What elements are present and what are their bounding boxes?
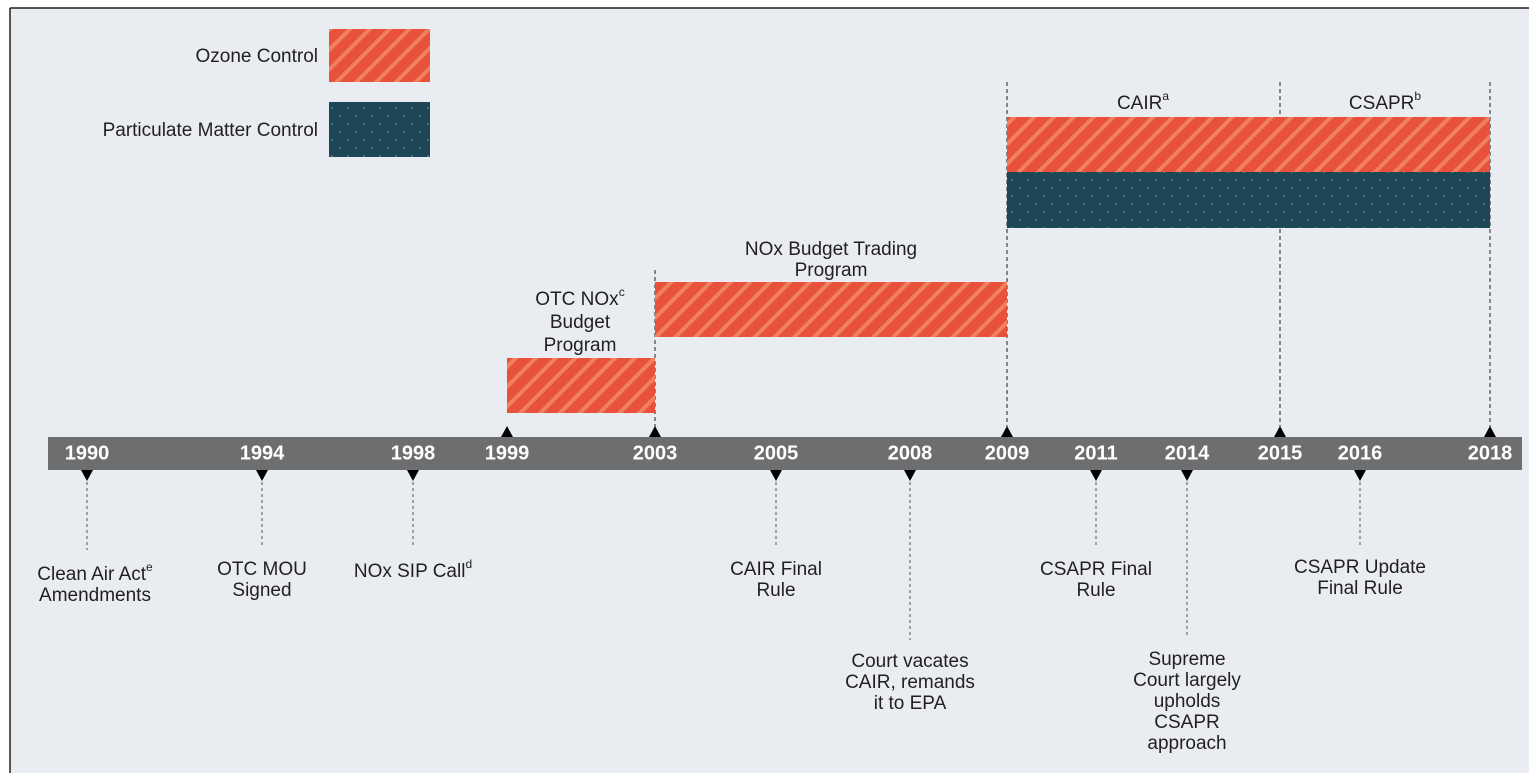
year-label: 2005 [754,442,799,464]
event-label-line: Final Rule [1317,578,1403,599]
event-label-line: NOx SIP Call [354,561,466,582]
program-bar [1280,172,1490,228]
event-label: Supreme [1148,649,1225,670]
program-bar [507,358,655,413]
event-label-line: Supreme [1148,649,1225,670]
program-label: Program [544,335,617,356]
event-label: OTC MOU [217,559,307,580]
event-label-line: approach [1147,733,1226,754]
year-label: 2008 [888,442,933,464]
year-label: 2009 [985,442,1030,464]
event-label: Court largely [1133,670,1241,691]
event-label-line: CSAPR Final [1040,559,1152,580]
marker-down [256,470,268,481]
marker-down [1181,470,1193,481]
marker-down [1354,470,1366,481]
year-label: 1998 [391,442,436,464]
event-label-line: OTC MOU [217,559,307,580]
event-label: Rule [756,580,795,601]
program-label-line: CAIR [1117,93,1162,114]
program-label-line: Program [795,260,868,281]
program-label-line: NOx Budget Trading [745,239,917,260]
year-label: 1990 [65,442,110,464]
timeline-bar [48,437,1522,470]
event-label: CAIR Final [730,559,822,580]
legend-label: Particulate Matter Control [103,120,318,141]
program-label: NOx Budget Trading [745,239,917,260]
program-label-sup: b [1414,89,1421,103]
program-label-line: OTC NOx [535,289,619,310]
event-label: Court vacates [851,651,968,672]
program-label: CSAPRb [1349,89,1421,114]
event-label: Signed [232,580,291,601]
marker-up [649,426,661,437]
event-label: CSAPR Final [1040,559,1152,580]
event-label-line: Amendments [39,585,151,606]
program-bar [1280,117,1490,172]
program-label-line: Program [544,335,617,356]
legend-ozone-swatch [329,29,430,82]
event-label-line: CAIR, remands [845,672,975,693]
legend-pm-swatch [329,102,430,157]
marker-up [1001,426,1013,437]
event-label-sup: d [465,557,472,571]
program-label-sup: a [1162,89,1169,103]
marker-down [770,470,782,481]
year-label: 2011 [1074,442,1117,464]
program-label: Program [795,260,868,281]
event-label: upholds [1154,691,1221,712]
event-label: Amendments [39,585,151,606]
year-label: 1994 [240,442,285,464]
event-label-sup: e [146,560,153,574]
program-label-sup: c [619,285,625,299]
marker-down [904,470,916,481]
event-label: approach [1147,733,1226,754]
legend-label: Ozone Control [195,46,318,67]
marker-up [1484,426,1496,437]
program-bar [1007,172,1280,228]
event-label: CSAPR Update [1294,557,1426,578]
event-label-line: upholds [1154,691,1221,712]
marker-up [501,426,513,437]
event-label: CSAPR [1154,712,1219,733]
marker-up [1274,426,1286,437]
program-label: CAIRa [1117,89,1169,114]
year-label: 2014 [1165,442,1210,464]
event-label-line: CAIR Final [730,559,822,580]
event-label-line: Signed [232,580,291,601]
event-label-line: Court vacates [851,651,968,672]
program-bar [1007,117,1280,172]
year-label: 2018 [1468,442,1513,464]
event-label-line: CSAPR Update [1294,557,1426,578]
year-label: 2016 [1338,442,1383,464]
event-label-line: Court largely [1133,670,1241,691]
event-label: CAIR, remands [845,672,975,693]
program-bar [655,282,1007,337]
event-label-line: CSAPR [1154,712,1219,733]
event-label: NOx SIP Calld [354,557,472,582]
event-label: Final Rule [1317,578,1403,599]
program-label-line: Budget [550,312,611,333]
event-label-line: it to EPA [874,693,947,714]
year-label: 1999 [485,442,530,464]
marker-down [81,470,93,481]
event-label: Rule [1076,580,1115,601]
event-label-line: Rule [756,580,795,601]
event-label: it to EPA [874,693,947,714]
program-label: OTC NOxc [535,285,624,310]
year-label: 2015 [1258,442,1303,464]
year-label: 2003 [633,442,678,464]
program-label-line: CSAPR [1349,93,1414,114]
program-label: Budget [550,312,611,333]
event-label-line: Rule [1076,580,1115,601]
event-label: Clean Air Acte [37,560,153,585]
marker-down [1090,470,1102,481]
marker-down [407,470,419,481]
event-label-line: Clean Air Act [37,564,146,585]
